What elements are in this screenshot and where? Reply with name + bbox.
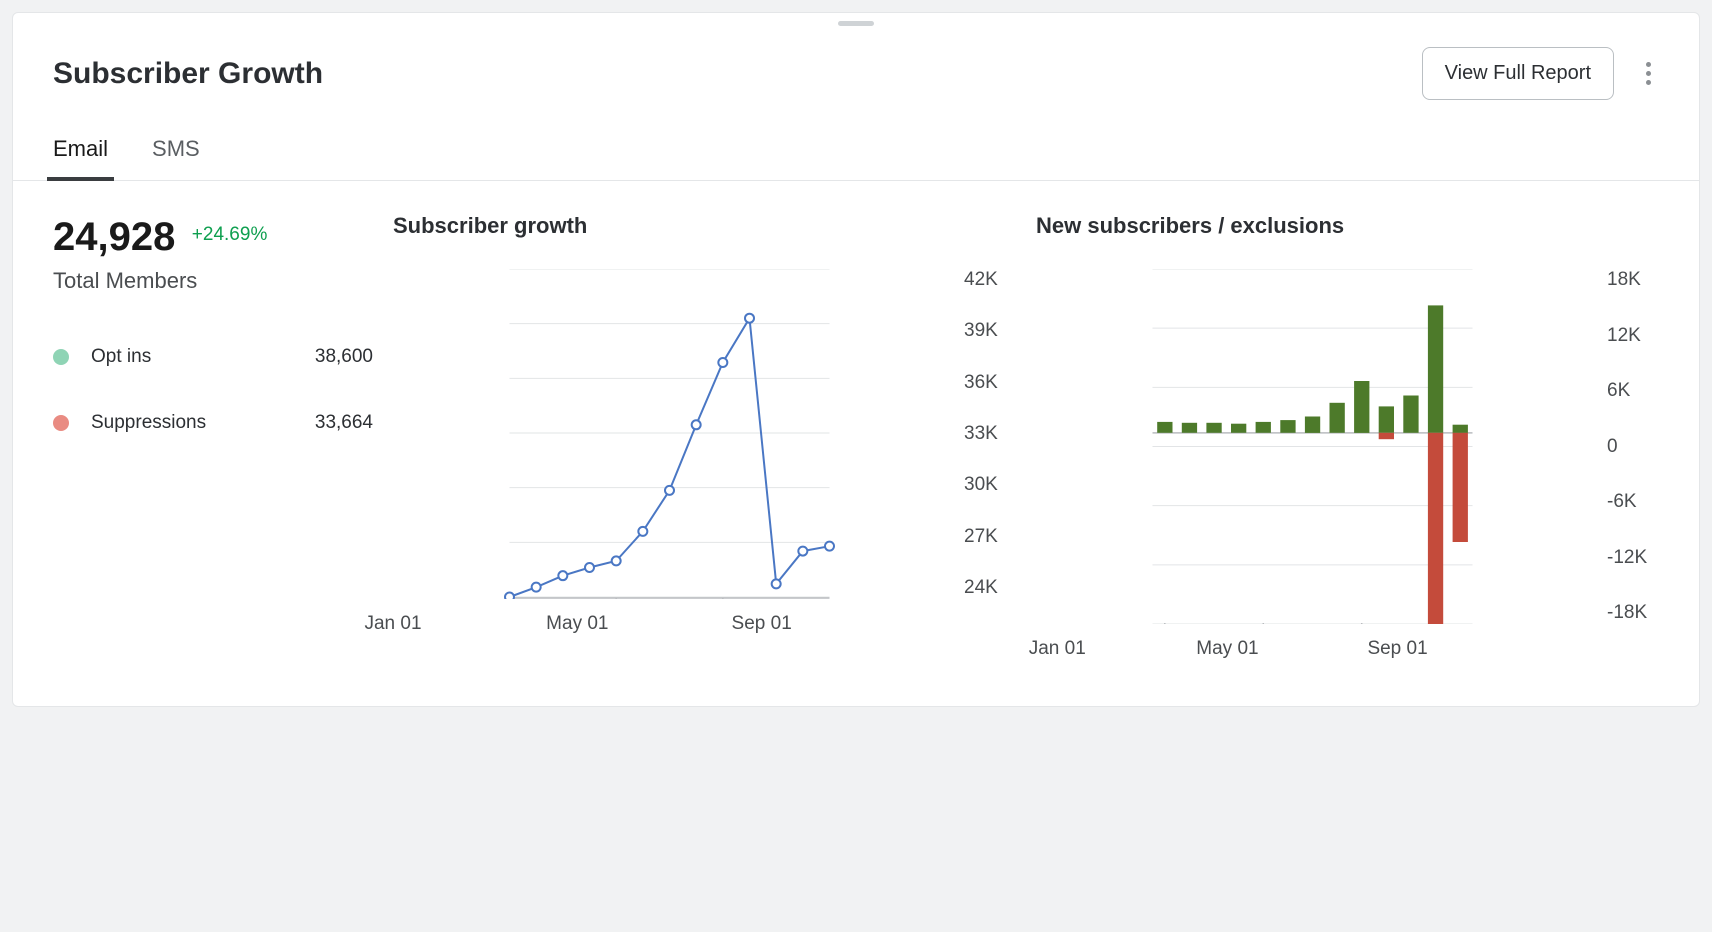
y-tick-label: 27K	[964, 526, 1016, 548]
x-tick-label: May 01	[546, 613, 608, 635]
card-header: Subscriber Growth View Full Report	[13, 13, 1699, 110]
legend-row: Suppressions33,664	[53, 412, 373, 434]
y-tick-label: 36K	[964, 372, 1016, 394]
line-chart-area: Jan 01May 01Sep 01	[393, 269, 946, 637]
tab-email[interactable]: Email	[53, 136, 108, 180]
total-members-delta: +24.69%	[192, 224, 268, 245]
legend-value: 38,600	[315, 346, 373, 368]
total-members-value: 24,928	[53, 215, 175, 260]
bar-chart-y-labels: 18K 12K 6K 0 -6K -12K -18K	[1589, 269, 1659, 624]
legend-label: Suppressions	[91, 412, 315, 434]
total-row: 24,928 +24.69%	[53, 215, 373, 260]
y-tick-label: 24K	[964, 577, 1016, 599]
subscriber-growth-card: Subscriber Growth View Full Report Email…	[12, 12, 1700, 707]
line-chart-wrap: Jan 01May 01Sep 01 42K39K36K33K30K27K24K	[393, 269, 1016, 637]
bar-chart-wrap: Jan 01May 01Sep 01 18K12K6K0-6K-12K-18K	[1036, 269, 1659, 662]
y-tick-label: -12K	[1607, 547, 1659, 569]
bar-chart-svg	[1036, 269, 1589, 624]
card-body: 24,928 +24.69% Total Members Opt ins38,6…	[13, 181, 1699, 706]
bar-chart-x-labels: Jan 01May 01Sep 01	[1036, 638, 1589, 662]
y-tick-label: -18K	[1607, 602, 1659, 624]
line-chart-x-labels: Jan 01May 01Sep 01	[393, 613, 946, 637]
tab-sms[interactable]: SMS	[152, 136, 200, 180]
y-tick-label: 0	[1607, 436, 1659, 458]
bar-chart-area: Jan 01May 01Sep 01	[1036, 269, 1589, 662]
stats-column: 24,928 +24.69% Total Members Opt ins38,6…	[53, 213, 373, 662]
legend-row: Opt ins38,600	[53, 346, 373, 368]
header-actions: View Full Report	[1422, 47, 1659, 100]
line-chart-y-labels: 42K 39K 36K 33K 30K 27K 24K	[946, 269, 1016, 599]
y-tick-label: -6K	[1607, 491, 1659, 513]
bar-chart-title: New subscribers / exclusions	[1036, 213, 1659, 239]
drag-handle[interactable]	[838, 21, 874, 26]
y-tick-label: 42K	[964, 269, 1016, 291]
y-tick-label: 33K	[964, 423, 1016, 445]
x-tick-label: Jan 01	[364, 613, 421, 635]
more-menu-button[interactable]	[1638, 54, 1659, 93]
total-members-label: Total Members	[53, 268, 373, 294]
y-tick-label: 39K	[964, 320, 1016, 342]
legend-swatch	[53, 349, 69, 365]
line-chart-title: Subscriber growth	[393, 213, 1016, 239]
y-tick-label: 6K	[1607, 380, 1659, 402]
x-tick-label: Jan 01	[1029, 638, 1086, 660]
y-tick-label: 18K	[1607, 269, 1659, 291]
y-tick-label: 12K	[1607, 325, 1659, 347]
stats-legend: Opt ins38,600 Suppressions33,664	[53, 346, 373, 434]
line-chart-column: Subscriber growth Jan 01May 01Sep 01 42K…	[393, 213, 1016, 662]
view-full-report-button[interactable]: View Full Report	[1422, 47, 1614, 100]
legend-swatch	[53, 415, 69, 431]
x-tick-label: May 01	[1196, 638, 1258, 660]
line-chart-svg	[393, 269, 946, 599]
bar-chart-column: New subscribers / exclusions Jan 01May 0…	[1036, 213, 1659, 662]
legend-label: Opt ins	[91, 346, 315, 368]
tabs: Email SMS	[13, 110, 1699, 181]
card-title: Subscriber Growth	[53, 57, 323, 91]
x-tick-label: Sep 01	[1367, 638, 1427, 660]
legend-value: 33,664	[315, 412, 373, 434]
y-tick-label: 30K	[964, 474, 1016, 496]
x-tick-label: Sep 01	[732, 613, 792, 635]
